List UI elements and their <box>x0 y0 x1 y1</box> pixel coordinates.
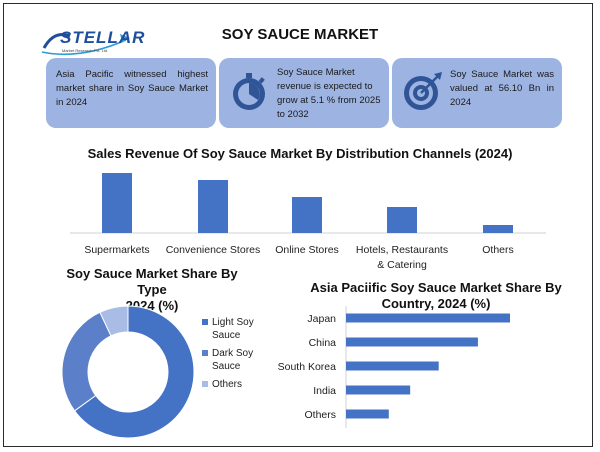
country-share-title-line: Asia Paciific Soy Sauce Market Share By <box>310 280 562 295</box>
legend-swatch <box>202 381 208 387</box>
legend-item-light-soy-sauce: Light Soy Sauce <box>202 316 262 342</box>
legend-label: Dark Soy <box>212 348 254 359</box>
legend-swatch <box>202 350 208 356</box>
bar-japan <box>346 313 510 323</box>
distribution-chart-title: Sales Revenue Of Soy Sauce Market By Dis… <box>87 146 513 161</box>
category-label: & Catering <box>377 259 427 271</box>
info-card-text: Asia Pacific witnessed highest market sh… <box>56 69 208 108</box>
info-card-asia-pacific: Asia Pacific witnessed highest market sh… <box>46 58 216 128</box>
country-share-title-line: Country, 2024 (%) <box>381 296 491 311</box>
bar-south-korea <box>346 361 439 371</box>
bar-china <box>346 337 478 347</box>
country-label: Japan <box>307 313 336 325</box>
category-label: Others <box>482 244 514 256</box>
stopwatch-icon <box>227 70 271 114</box>
infographic-frame <box>3 3 593 447</box>
legend-label: Sauce <box>212 330 241 341</box>
info-card-text: Soy Sauce Market revenue is expected to … <box>277 67 381 120</box>
type-share-title-line: Soy Sauce Market Share By Type <box>66 266 238 297</box>
category-label: Convenience Stores <box>166 244 261 256</box>
slice-others <box>99 305 129 337</box>
logo-subtext: Market Research Pvt. Ltd. <box>62 48 109 53</box>
country-label: China <box>309 337 337 349</box>
bar-india <box>346 385 411 395</box>
bar-others <box>346 409 389 419</box>
country-share-chart-title: Asia Paciific Soy Sauce Market Share By … <box>296 280 576 312</box>
bar-hotels-restaurants-catering <box>387 207 417 233</box>
donut-legend: Light Soy Sauce Dark Soy Sauce Others <box>202 316 262 396</box>
page-title: SOY SAUCE MARKET <box>221 26 379 43</box>
country-label: Others <box>304 409 336 421</box>
bar-supermarkets <box>102 173 132 233</box>
legend-label: Sauce <box>212 361 241 372</box>
category-label: Hotels, Restaurants <box>356 244 448 256</box>
info-card-text: Soy Sauce Market was valued at 56.10 Bn … <box>450 69 554 108</box>
bar-others <box>483 225 513 233</box>
type-share-chart-title: Soy Sauce Market Share By Type 2024 (%) <box>52 266 252 314</box>
bar-convenience-stores <box>198 180 228 233</box>
info-card-valuation: Soy Sauce Market was valued at 56.10 Bn … <box>392 58 562 128</box>
info-card-growth: Soy Sauce Market revenue is expected to … <box>219 58 389 128</box>
logo-text: STELLAR <box>60 28 146 47</box>
country-label: India <box>313 385 336 397</box>
category-label: Supermarkets <box>84 244 149 256</box>
legend-item-others: Others <box>202 378 262 391</box>
stellar-logo: STELLAR Market Research Pvt. Ltd. <box>40 26 144 62</box>
country-label: South Korea <box>278 361 337 373</box>
target-icon <box>400 70 444 114</box>
slice-light-soy-sauce <box>73 305 195 439</box>
legend-swatch <box>202 319 208 325</box>
legend-item-dark-soy-sauce: Dark Soy Sauce <box>202 347 262 373</box>
legend-label: Light Soy <box>212 317 254 328</box>
logo-swoosh-icon <box>41 33 130 56</box>
category-label: Online Stores <box>275 244 339 256</box>
legend-label: Others <box>212 379 243 390</box>
bar-online-stores <box>292 197 322 233</box>
